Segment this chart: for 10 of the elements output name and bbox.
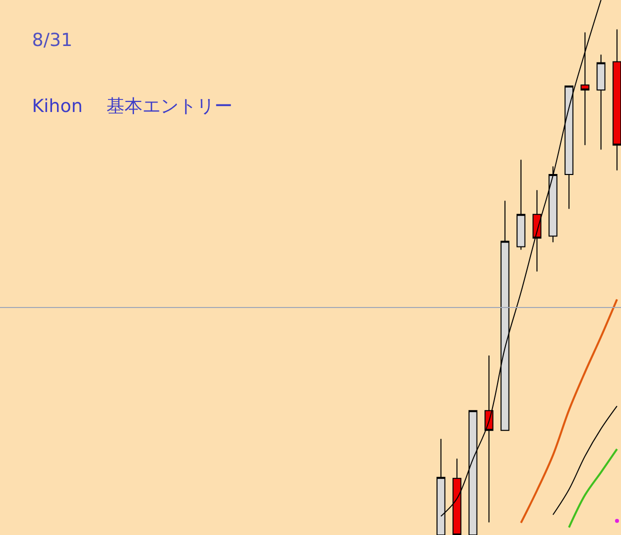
candlestick	[580, 32, 590, 146]
candlestick	[596, 54, 606, 150]
candlestick	[516, 159, 526, 250]
annotation: Kihon 基本エントリー	[32, 96, 232, 117]
candlestick	[532, 190, 542, 272]
candlestick	[612, 28, 621, 171]
annotation: 8/31	[32, 30, 72, 51]
candlestick	[564, 85, 574, 210]
candlestick	[548, 166, 558, 243]
candlestick	[500, 200, 510, 431]
